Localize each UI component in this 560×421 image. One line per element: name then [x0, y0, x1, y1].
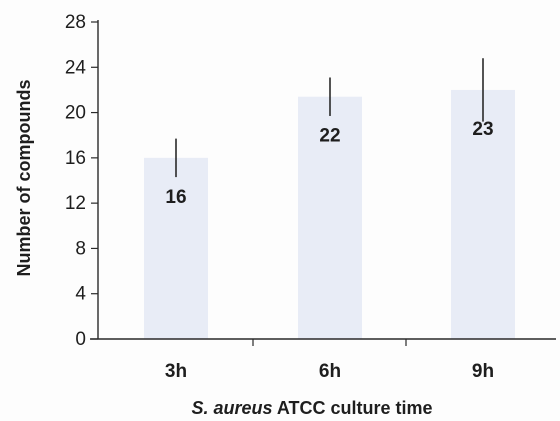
labels-layer: 16 3h 22 6h 23 9h 0 4 8 12 16 20 24 28 — [65, 12, 494, 382]
data-label-6h: 22 — [319, 126, 340, 147]
bar-9h — [451, 89, 515, 339]
y-tick-label-0: 0 — [75, 329, 86, 350]
y-tick-label-16: 16 — [65, 148, 86, 169]
axes-layer — [90, 20, 556, 346]
data-label-9h: 23 — [472, 119, 493, 140]
y-tick-label-24: 24 — [65, 57, 87, 78]
x-axis-title-rest: ATCC culture time — [273, 398, 433, 418]
x-tick-label-9h: 9h — [472, 361, 494, 382]
y-tick-label-20: 20 — [65, 103, 86, 124]
data-label-3h: 16 — [165, 187, 186, 208]
x-tick-label-6h: 6h — [319, 361, 341, 382]
error-bars-layer — [175, 58, 484, 178]
bars-layer — [144, 89, 515, 339]
y-tick-label-8: 8 — [75, 238, 86, 259]
y-tick-label-28: 28 — [65, 12, 86, 33]
y-tick-label-12: 12 — [65, 193, 86, 214]
y-tick-label-4: 4 — [75, 284, 86, 305]
bar-6h — [298, 96, 362, 339]
x-axis-title-species: S. aureus — [191, 398, 272, 418]
x-tick-label-3h: 3h — [165, 361, 187, 382]
x-axis-title: S. aureus ATCC culture time — [191, 398, 432, 418]
bar-3h — [144, 157, 208, 339]
y-axis-title: Number of compounds — [14, 80, 34, 277]
